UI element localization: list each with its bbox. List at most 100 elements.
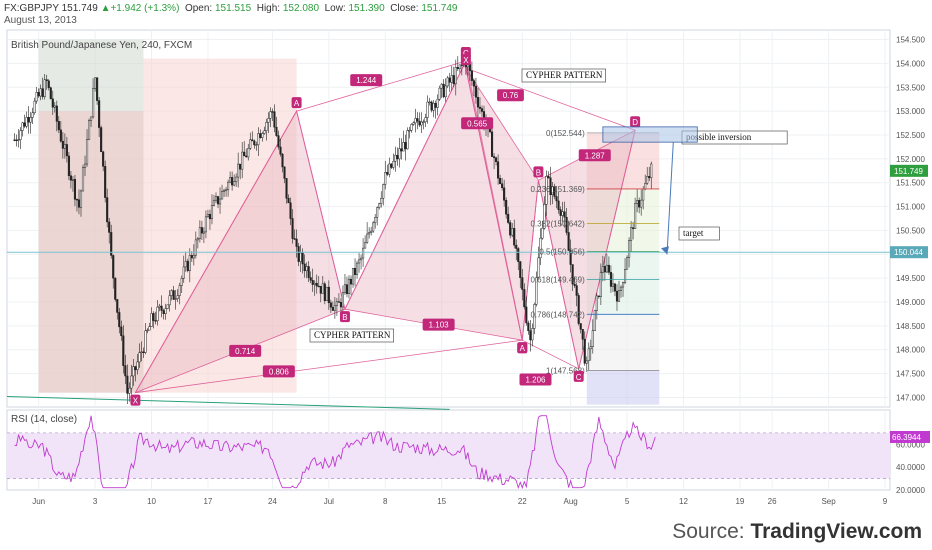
candle-body xyxy=(214,196,218,201)
candle-body xyxy=(27,117,30,123)
candle-body xyxy=(505,200,508,215)
candle-body xyxy=(434,103,437,108)
candle-body xyxy=(436,98,439,108)
point-label: A xyxy=(294,99,300,108)
candle-body xyxy=(565,216,568,233)
candle-body xyxy=(525,306,528,324)
price-tick: 147.000 xyxy=(896,393,925,402)
candle-body xyxy=(75,199,79,201)
candle-body xyxy=(237,163,240,178)
candle-body xyxy=(557,200,560,210)
ratio-badge xyxy=(578,149,611,162)
candle-body xyxy=(472,80,475,87)
candle-body xyxy=(96,77,99,101)
candle-body xyxy=(406,130,409,150)
candle-body xyxy=(575,285,578,296)
candle-body xyxy=(98,100,101,128)
candle-body xyxy=(410,124,413,131)
candle-body xyxy=(47,80,50,88)
rsi-tag xyxy=(890,430,930,443)
candle-body xyxy=(204,216,207,233)
open-label: Open: xyxy=(184,3,213,14)
candle-body xyxy=(372,222,375,232)
price-tick: 154.500 xyxy=(896,36,925,45)
annotation-target-box xyxy=(678,226,720,241)
candle-body xyxy=(51,98,54,108)
price-tick: 148.500 xyxy=(896,322,925,331)
ratio-label: 1.287 xyxy=(585,151,606,160)
candle-body xyxy=(299,252,302,262)
time-tick: 17 xyxy=(203,497,212,506)
candle-body xyxy=(474,85,477,98)
high-label: High: xyxy=(256,3,281,14)
pattern-ac xyxy=(522,339,579,370)
candle-body xyxy=(198,227,201,239)
candle-body xyxy=(587,348,590,362)
candle-body xyxy=(67,155,70,176)
candle-body xyxy=(17,139,20,141)
candle-body xyxy=(579,323,582,330)
candle-body xyxy=(339,301,342,308)
candle-body xyxy=(335,301,338,306)
candle-body xyxy=(65,144,68,157)
fib-label: 0(152.544) xyxy=(546,129,585,138)
candle-body xyxy=(325,286,328,302)
time-tick: 5 xyxy=(625,497,630,506)
candle-body xyxy=(319,285,322,294)
ratio-badge xyxy=(461,117,494,130)
candle-body xyxy=(220,190,224,200)
candle-body xyxy=(263,130,266,134)
price-tick: 154.000 xyxy=(896,59,925,68)
candle-body xyxy=(442,83,445,98)
candle-body xyxy=(549,177,552,195)
candle-body xyxy=(69,175,72,181)
candle-body xyxy=(71,179,74,181)
candle-body xyxy=(507,213,510,223)
inversion-zone xyxy=(602,126,698,143)
last-price: 151.749 xyxy=(61,3,98,14)
price-tick: 153.000 xyxy=(896,107,925,116)
candle-body xyxy=(541,227,544,239)
candle-body xyxy=(81,167,85,192)
candle-body xyxy=(21,122,24,131)
candle-body xyxy=(585,360,588,364)
candle-body xyxy=(31,112,34,118)
candle-body xyxy=(529,330,532,341)
candle-body xyxy=(255,144,258,146)
candle-body xyxy=(470,70,473,81)
candle-body xyxy=(321,283,324,294)
candle-body xyxy=(130,375,133,389)
zone-box xyxy=(586,314,660,371)
candle-body xyxy=(279,146,282,155)
candle-body xyxy=(168,295,171,306)
rsi-title: RSI (14, close) xyxy=(11,414,78,425)
candle-body xyxy=(208,214,212,220)
rsi-tag-label: 66.3944 xyxy=(892,433,921,442)
candle-body xyxy=(444,85,447,98)
time-tick: 12 xyxy=(679,497,688,506)
candle-body xyxy=(430,101,433,111)
candle-body xyxy=(452,75,455,85)
candle-body xyxy=(337,301,340,303)
candle-body xyxy=(499,178,502,184)
candle-body xyxy=(146,329,149,332)
candle-body xyxy=(158,305,161,308)
annotation-target: target xyxy=(683,228,704,238)
candle-body xyxy=(521,277,524,290)
candle-body xyxy=(353,267,357,275)
fib-label: 0.5(150.056) xyxy=(539,248,585,257)
candle-body xyxy=(287,198,290,204)
candle-body xyxy=(589,346,592,350)
pattern2-points: X A B C D xyxy=(460,54,641,382)
ratio-label: 1.206 xyxy=(525,376,546,385)
candle-body xyxy=(400,148,403,152)
price-tick: 148.000 xyxy=(896,346,925,355)
candle-body xyxy=(186,260,189,271)
candle-body xyxy=(311,280,314,285)
candle-body xyxy=(114,277,117,300)
candle-body xyxy=(376,207,379,218)
candle-body xyxy=(281,153,284,168)
candle-body xyxy=(422,121,425,123)
candle-body xyxy=(148,326,151,331)
